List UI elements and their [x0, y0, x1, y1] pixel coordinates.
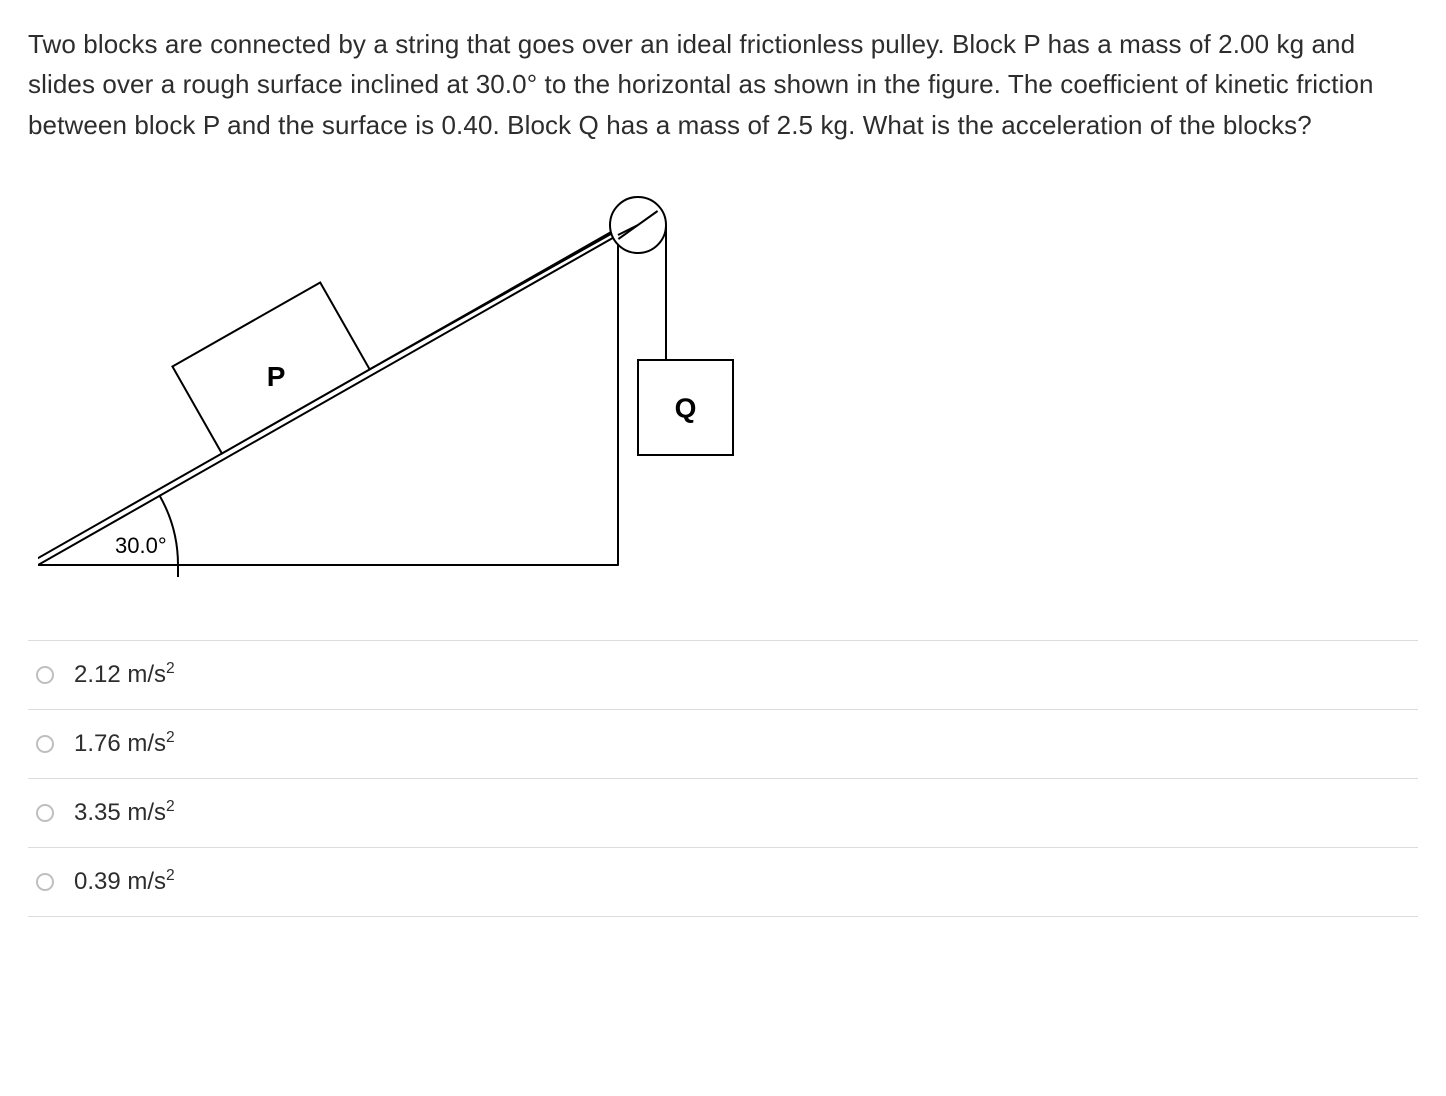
svg-text:Q: Q	[675, 392, 697, 423]
answer-option[interactable]: 1.76 m/s2	[28, 709, 1418, 778]
svg-text:P: P	[267, 361, 286, 392]
incline-pulley-diagram: 30.0° P Q	[38, 185, 738, 585]
radio-icon[interactable]	[36, 666, 54, 684]
radio-icon[interactable]	[36, 804, 54, 822]
answer-options: 2.12 m/s2 1.76 m/s2 3.35 m/s2 0.39 m/s2	[28, 640, 1418, 917]
answer-option[interactable]: 3.35 m/s2	[28, 778, 1418, 847]
answer-label: 0.39 m/s2	[74, 868, 175, 896]
radio-icon[interactable]	[36, 735, 54, 753]
question-page: Two blocks are connected by a string tha…	[0, 0, 1446, 957]
answer-label: 1.76 m/s2	[74, 730, 175, 758]
radio-icon[interactable]	[36, 873, 54, 891]
answer-label: 2.12 m/s2	[74, 661, 175, 689]
answer-option[interactable]: 0.39 m/s2	[28, 847, 1418, 917]
question-text: Two blocks are connected by a string tha…	[28, 24, 1418, 145]
svg-text:30.0°: 30.0°	[115, 533, 167, 558]
figure-container: 30.0° P Q	[38, 185, 1418, 590]
answer-label: 3.35 m/s2	[74, 799, 175, 827]
answer-option[interactable]: 2.12 m/s2	[28, 640, 1418, 709]
